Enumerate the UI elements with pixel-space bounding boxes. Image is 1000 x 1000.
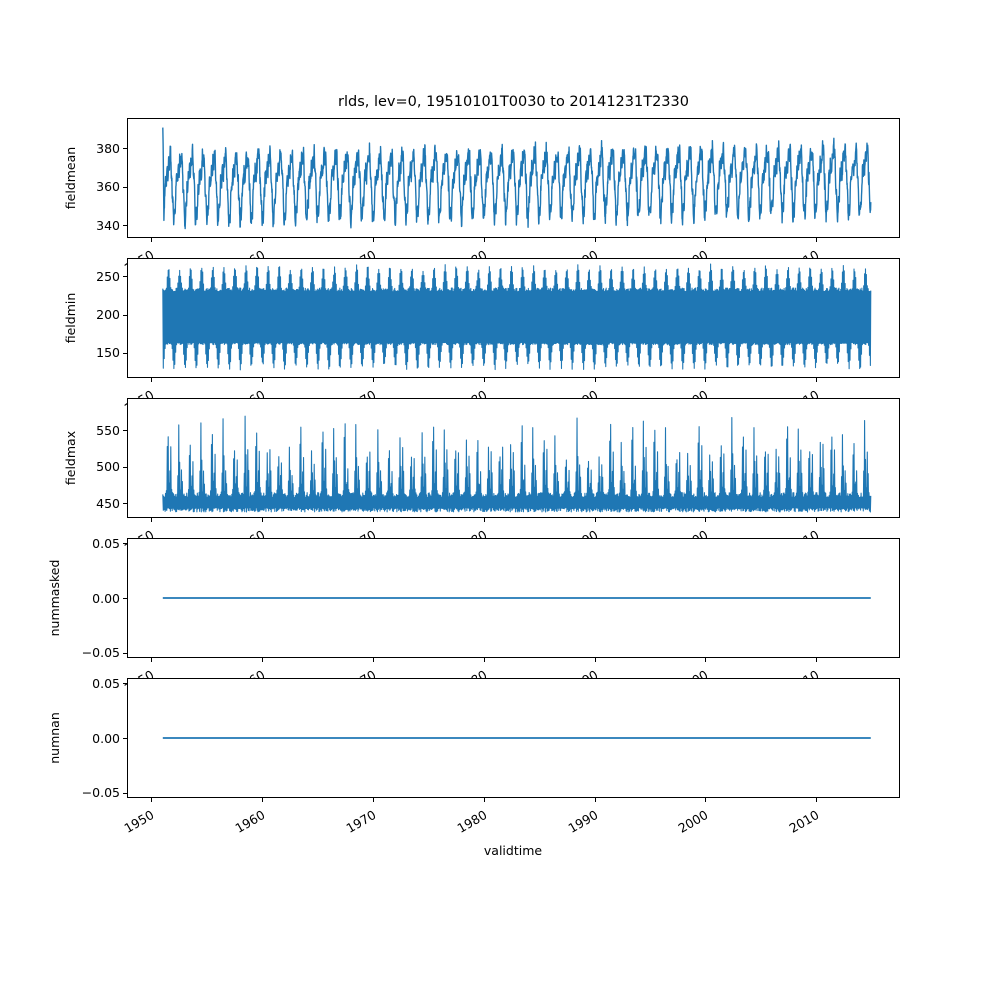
x-tick-label: 1980	[454, 807, 490, 836]
y-tick-mark	[123, 467, 127, 468]
y-tick-label: 380	[96, 140, 120, 156]
x-tick-mark	[372, 518, 374, 522]
axes-fieldmean	[127, 118, 900, 238]
x-tick-mark	[483, 798, 485, 802]
x-tick-mark	[150, 658, 152, 662]
y-tick-mark	[123, 503, 127, 504]
y-tick-label: 0.05	[92, 535, 120, 551]
x-tick-label: 1970	[343, 807, 379, 836]
y-tick-label: 550	[96, 422, 120, 438]
line-series-fieldmean	[162, 127, 872, 230]
x-tick-mark	[816, 378, 818, 382]
x-tick-mark	[150, 238, 152, 242]
y-tick-mark	[123, 738, 127, 739]
plot-canvas-fieldmax	[162, 415, 872, 513]
y-tick-label: 0.00	[92, 730, 120, 746]
x-tick-mark	[261, 518, 263, 522]
x-tick-mark	[705, 798, 707, 802]
y-tick-mark	[123, 793, 127, 794]
y-tick-label: −0.05	[81, 785, 120, 801]
y-tick-label: 150	[96, 345, 120, 361]
y-tick-mark	[123, 148, 127, 149]
y-tick-label: 0.05	[92, 675, 120, 691]
y-tick-mark	[123, 225, 127, 226]
line-series-fieldmax	[162, 415, 872, 513]
x-tick-mark	[261, 798, 263, 802]
x-tick-mark	[483, 378, 485, 382]
x-tick-mark	[594, 518, 596, 522]
x-tick-mark	[372, 658, 374, 662]
y-tick-label: 0.00	[92, 590, 120, 606]
chart-title: rlds, lev=0, 19510101T0030 to 20141231T2…	[338, 94, 689, 110]
plot-canvas-numnan	[162, 737, 871, 739]
axes-nummasked	[127, 538, 900, 658]
plot-canvas-nummasked	[162, 597, 871, 599]
x-tick-mark	[483, 238, 485, 242]
x-tick-mark	[705, 518, 707, 522]
plot-canvas-fieldmin	[162, 263, 872, 371]
y-tick-label: 500	[96, 459, 120, 475]
y-tick-mark	[123, 543, 127, 544]
y-tick-label: 200	[96, 307, 120, 323]
y-tick-label: 360	[96, 179, 120, 195]
x-tick-mark	[372, 798, 374, 802]
x-tick-label: 2000	[675, 807, 711, 836]
y-tick-label: −0.05	[81, 645, 120, 661]
y-tick-mark	[123, 315, 127, 316]
x-tick-mark	[483, 658, 485, 662]
axes-numnan	[127, 678, 900, 798]
x-tick-mark	[150, 798, 152, 802]
x-tick-mark	[261, 658, 263, 662]
x-axis-label: validtime	[483, 843, 543, 858]
x-tick-mark	[261, 378, 263, 382]
y-tick-mark	[123, 353, 127, 354]
plot-canvas-fieldmean	[162, 127, 872, 230]
x-tick-mark	[816, 798, 818, 802]
x-tick-label: 1950	[121, 807, 157, 836]
x-tick-mark	[705, 238, 707, 242]
y-tick-label: 340	[96, 217, 120, 233]
line-series-fieldmin	[162, 263, 872, 371]
x-tick-label: 1960	[232, 807, 268, 836]
x-tick-mark	[150, 518, 152, 522]
axes-fieldmin	[127, 258, 900, 378]
y-tick-mark	[123, 598, 127, 599]
x-tick-mark	[372, 238, 374, 242]
y-tick-label: 250	[96, 268, 120, 284]
y-tick-mark	[123, 430, 127, 431]
y-tick-mark	[123, 653, 127, 654]
x-tick-mark	[150, 378, 152, 382]
x-tick-mark	[594, 238, 596, 242]
y-tick-label: 450	[96, 495, 120, 511]
x-tick-mark	[816, 238, 818, 242]
x-tick-mark	[594, 378, 596, 382]
axes-fieldmax	[127, 398, 900, 518]
x-tick-mark	[594, 658, 596, 662]
x-tick-mark	[483, 518, 485, 522]
y-tick-mark	[123, 683, 127, 684]
x-tick-mark	[816, 658, 818, 662]
x-tick-label: 2010	[786, 807, 822, 836]
x-tick-mark	[261, 238, 263, 242]
x-tick-mark	[372, 378, 374, 382]
y-tick-mark	[123, 187, 127, 188]
x-tick-mark	[705, 658, 707, 662]
x-tick-mark	[816, 518, 818, 522]
y-tick-mark	[123, 276, 127, 277]
x-tick-mark	[594, 798, 596, 802]
x-tick-mark	[705, 378, 707, 382]
x-tick-label: 1990	[564, 807, 600, 836]
